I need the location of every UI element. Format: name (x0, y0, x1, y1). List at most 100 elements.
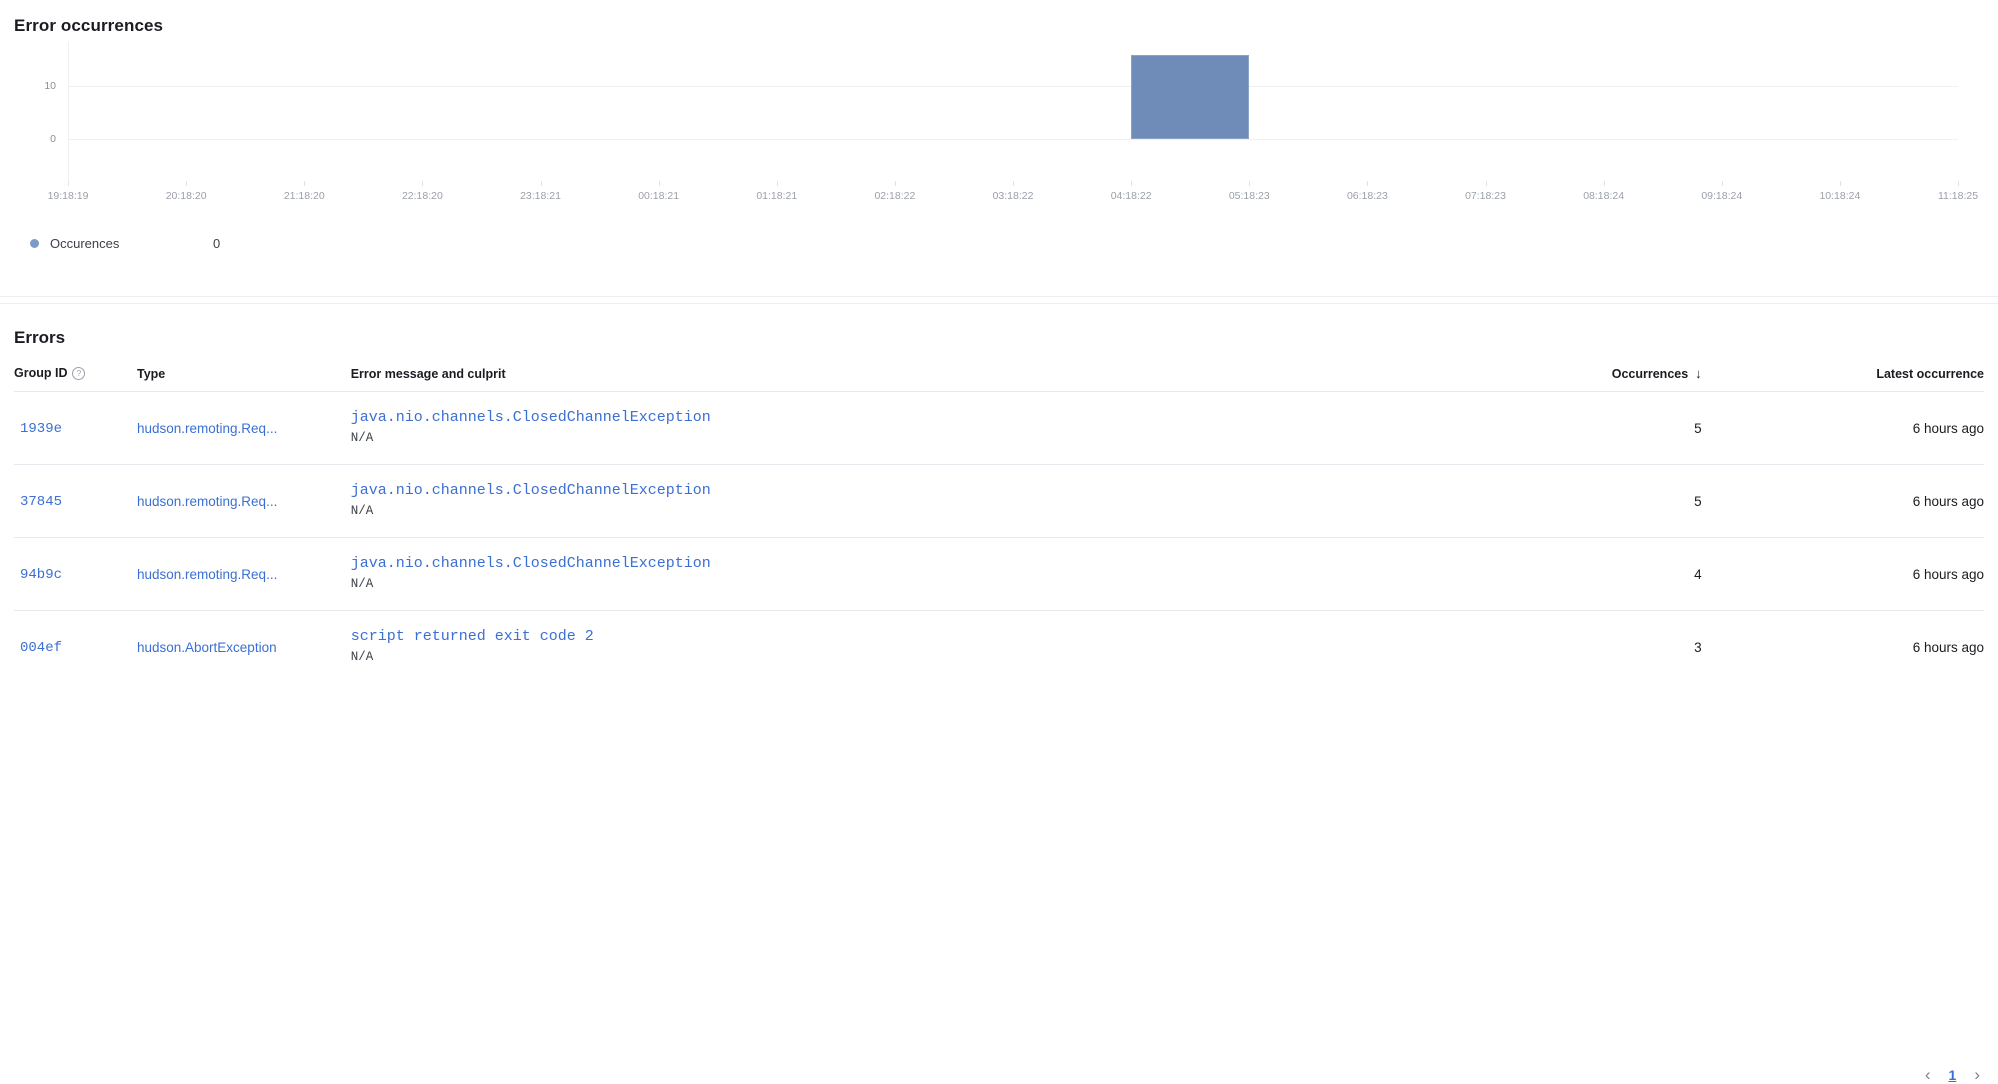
error-message-link[interactable]: java.nio.channels.ClosedChannelException (350, 409, 711, 426)
x-tick-label: 10:18:24 (1819, 190, 1861, 202)
x-axis-tick (1839, 181, 1841, 186)
chart-bar[interactable] (1131, 54, 1250, 139)
group-id-link[interactable]: 37845 (20, 493, 63, 510)
cell-group-id: 1939e (14, 392, 137, 465)
cell-occurrences: 5 (1694, 420, 1702, 436)
x-axis-tick (422, 181, 424, 186)
column-header-message[interactable]: Error message and culprit (351, 366, 1369, 392)
page-number-1[interactable]: 1 (1948, 1066, 1957, 1083)
previous-page-icon[interactable]: ‹ (1924, 1065, 1931, 1084)
sort-descending-icon[interactable]: ↓ (1695, 366, 1702, 381)
cell-occurrences: 4 (1694, 566, 1702, 582)
chart-plot-area[interactable] (68, 42, 1958, 181)
table-header-row: Group ID? Type Error message and culprit… (14, 366, 1984, 392)
legend-series-label: Occurences (50, 236, 120, 251)
type-link[interactable]: hudson.remoting.Req... (136, 493, 278, 509)
x-axis-tick (1603, 181, 1605, 186)
x-axis-tick (68, 181, 69, 186)
culprit-text: N/A (350, 577, 374, 592)
x-axis-tick (186, 181, 188, 186)
occurrences-chart[interactable]: 10 0 19:18:19 20:18:20 21:18:20 22:18:20 23:… (0, 42, 1998, 202)
chart-legend[interactable]: Occurences 0 (30, 236, 220, 251)
cell-occurrences: 5 (1694, 493, 1702, 509)
gridline-0 (68, 139, 1958, 140)
x-tick-label: 23:18:21 (520, 190, 561, 202)
errors-title: Errors (14, 328, 66, 347)
x-tick-label: 08:18:24 (1583, 190, 1625, 202)
cell-type: hudson.remoting.Req... (137, 465, 351, 538)
x-tick-label: 21:18:20 (283, 190, 325, 202)
culprit-text: N/A (350, 504, 374, 519)
column-header-occurrences-label: Occurrences (1611, 367, 1689, 381)
section-divider-bottom (0, 303, 1998, 304)
column-header-message-label: Error message and culprit (350, 367, 506, 381)
group-id-link[interactable]: 1939e (20, 420, 63, 437)
x-axis-tick (776, 181, 778, 186)
x-tick-label: 19:18:19 (47, 190, 89, 202)
cell-latest-occurrence: 6 hours ago (1912, 420, 1984, 436)
group-id-link[interactable]: 94b9c (20, 566, 63, 583)
x-axis-tick (304, 181, 306, 186)
x-tick-label: 04:18:22 (1110, 190, 1152, 202)
x-tick-label: 11:18:25 (1937, 190, 1979, 202)
column-header-type[interactable]: Type (137, 366, 351, 392)
legend-series-value: 0 (213, 236, 221, 251)
x-tick-label: 22:18:20 (401, 190, 443, 202)
column-header-occurrences[interactable]: Occurrences ↓ (1369, 366, 1702, 392)
x-tick-label: 00:18:21 (638, 190, 680, 202)
culprit-text: N/A (350, 431, 374, 446)
cell-group-id: 37845 (14, 465, 137, 538)
error-message-link[interactable]: script returned exit code 2 (350, 628, 594, 645)
column-header-group-id[interactable]: Group ID? (14, 366, 137, 392)
x-axis-tick (1958, 181, 1959, 186)
cell-latest-occurrence: 6 hours ago (1912, 639, 1984, 655)
info-icon[interactable]: ? (72, 367, 86, 380)
section-divider-top (0, 296, 1998, 297)
x-tick-label: 02:18:22 (874, 190, 916, 202)
x-axis-tick (1131, 181, 1133, 186)
y-tick-label-0: 0 (50, 133, 56, 145)
x-tick-label: 20:18:20 (165, 190, 207, 202)
cell-message: java.nio.channels.ClosedChannelException… (351, 465, 1369, 538)
x-axis-tick (540, 181, 542, 186)
legend-color-dot (30, 239, 39, 248)
x-tick-label: 07:18:23 (1465, 190, 1506, 202)
error-message-link[interactable]: java.nio.channels.ClosedChannelException (350, 482, 711, 499)
errors-table-body: 1939e hudson.remoting.Req... java.nio.chan… (14, 391, 1984, 684)
column-header-latest[interactable]: Latest occurrence (1702, 366, 1984, 392)
x-tick-label: 06:18:23 (1346, 190, 1388, 202)
x-tick-label: 01:18:21 (756, 190, 798, 202)
cell-message: java.nio.channels.ClosedChannelException… (351, 392, 1369, 465)
x-axis-tick (658, 181, 660, 186)
culprit-text: N/A (350, 650, 374, 665)
cell-latest-occurrence: 6 hours ago (1912, 566, 1984, 582)
cell-message: script returned exit code 2 N/A (351, 611, 1369, 684)
cell-group-id: 004ef (14, 611, 137, 684)
column-header-group-id-label: Group ID (14, 366, 68, 380)
y-axis-line (68, 42, 69, 181)
column-header-latest-label: Latest occurrence (1876, 367, 1984, 381)
x-tick-label: 05:18:23 (1228, 190, 1270, 202)
cell-type: hudson.remoting.Req... (137, 538, 351, 611)
x-axis-tick (1367, 181, 1369, 186)
next-page-icon[interactable]: › (1974, 1065, 1980, 1084)
x-axis-tick (1013, 181, 1014, 186)
type-link[interactable]: hudson.AbortException (136, 639, 277, 655)
type-link[interactable]: hudson.remoting.Req... (136, 566, 278, 582)
type-link[interactable]: hudson.remoting.Req... (136, 420, 278, 436)
table-row[interactable]: 94b9c hudson.remoting.Req... java.nio.chan… (14, 537, 1984, 611)
x-axis-tick (894, 181, 896, 186)
group-id-link[interactable]: 004ef (20, 639, 63, 656)
table-row[interactable]: 37845 hudson.remoting.Req... java.nio.chan… (14, 464, 1984, 538)
cell-type: hudson.AbortException (137, 611, 351, 684)
cell-group-id: 94b9c (14, 538, 137, 611)
pagination[interactable]: ‹ 1 › (1925, 1066, 1980, 1083)
table-row[interactable]: 1939e hudson.remoting.Req... java.nio.chan… (14, 391, 1984, 465)
table-row[interactable]: 004ef hudson.AbortException script returne… (14, 610, 1984, 684)
y-tick-label-10: 10 (44, 80, 56, 92)
errors-section: Errors Group ID? Type Error message and … (0, 304, 1998, 1083)
x-tick-label: 09:18:24 (1701, 190, 1743, 202)
error-message-link[interactable]: java.nio.channels.ClosedChannelException (350, 555, 711, 572)
errors-table-head: Group ID? Type Error message and culprit… (14, 366, 1984, 392)
x-axis-tick (1249, 181, 1251, 186)
